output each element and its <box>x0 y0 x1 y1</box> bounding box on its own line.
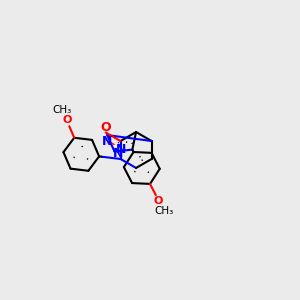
Text: N: N <box>116 143 126 156</box>
Text: O: O <box>62 116 71 125</box>
Text: N: N <box>113 147 123 160</box>
Text: O: O <box>154 196 164 206</box>
Text: CH₃: CH₃ <box>154 206 174 216</box>
Text: O: O <box>100 121 111 134</box>
Text: N: N <box>102 135 112 148</box>
Text: CH₃: CH₃ <box>52 105 72 115</box>
